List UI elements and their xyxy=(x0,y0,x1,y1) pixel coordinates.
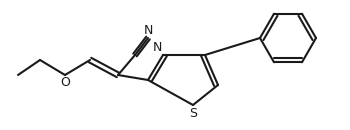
Text: S: S xyxy=(189,107,197,120)
Text: O: O xyxy=(60,76,70,89)
Text: N: N xyxy=(143,24,153,37)
Text: N: N xyxy=(153,41,162,54)
